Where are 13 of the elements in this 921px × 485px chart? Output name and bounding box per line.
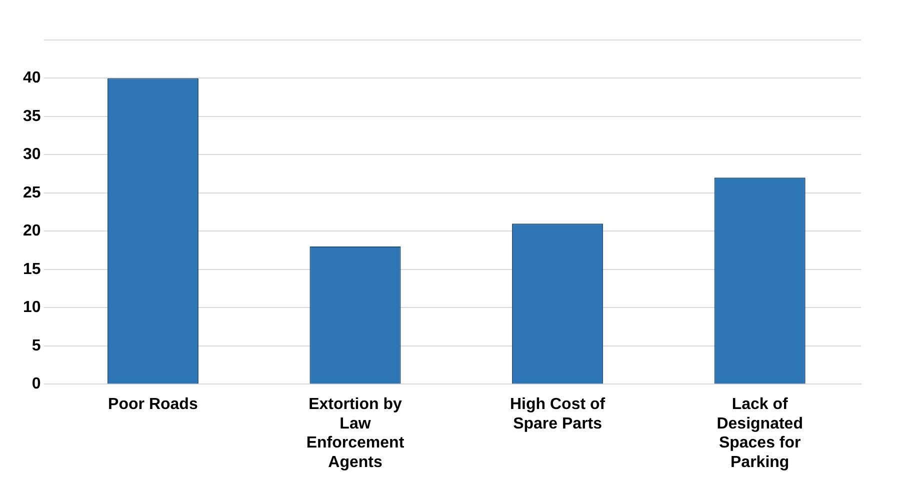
x-tick-label: Poor Roads	[108, 396, 198, 414]
y-tick-label: 0	[32, 376, 41, 393]
y-tick-label: 10	[23, 299, 41, 316]
y-tick-label: 35	[23, 108, 41, 125]
y-tick-label: 40	[23, 70, 41, 87]
y-tick-label: 20	[23, 222, 41, 240]
y-tick-label: 30	[23, 146, 41, 164]
y-tick-label: 25	[23, 184, 41, 202]
x-tick-label: Lack of Designated Spaces for Parking	[716, 396, 803, 471]
x-tick-label: Extortion by Law Enforcement Agents	[306, 396, 405, 471]
y-tick-label: 5	[32, 337, 41, 354]
y-tick-label: 15	[23, 260, 41, 278]
x-tick-label: High Cost of Spare Parts	[510, 396, 606, 432]
